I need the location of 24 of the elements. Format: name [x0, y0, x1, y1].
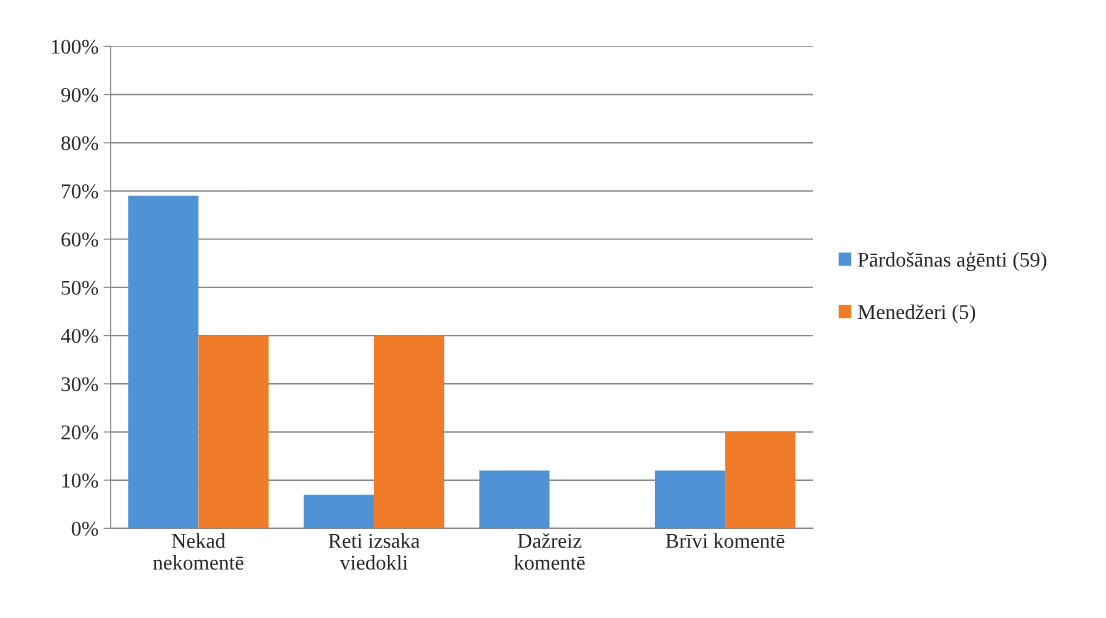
y-tick-label: 10% [62, 473, 99, 488]
bar [373, 335, 445, 529]
bar [654, 470, 726, 529]
y-tick-label: 60% [61, 232, 99, 247]
bar [198, 335, 269, 529]
legend-label: Pārdošānas aģēnti (59) [858, 251, 1047, 272]
y-tick-label: 80% [61, 136, 99, 151]
y-tick-label: 30% [61, 377, 99, 392]
bar [128, 195, 199, 529]
y-tick-label: 90% [61, 87, 99, 103]
x-tick-label: Reti izsaka viedokli [328, 533, 420, 570]
x-tick-label: Brīvi komentē [665, 533, 785, 548]
bar [479, 470, 550, 529]
y-tick-label: 20% [61, 425, 99, 440]
y-tick-label: 100% [52, 39, 99, 54]
y-tick-label: 70% [61, 184, 99, 199]
y-tick-label: 0% [71, 521, 99, 536]
x-tick-label: Dažreiz komentē [514, 533, 585, 570]
x-tick-label: Nekad nekomentē [153, 533, 244, 570]
y-tick-label: 40% [61, 328, 99, 344]
bar [303, 494, 374, 529]
bar [725, 431, 796, 529]
y-tick-label: 50% [61, 280, 99, 295]
legend-label: Menedžeri (5) [858, 304, 976, 324]
